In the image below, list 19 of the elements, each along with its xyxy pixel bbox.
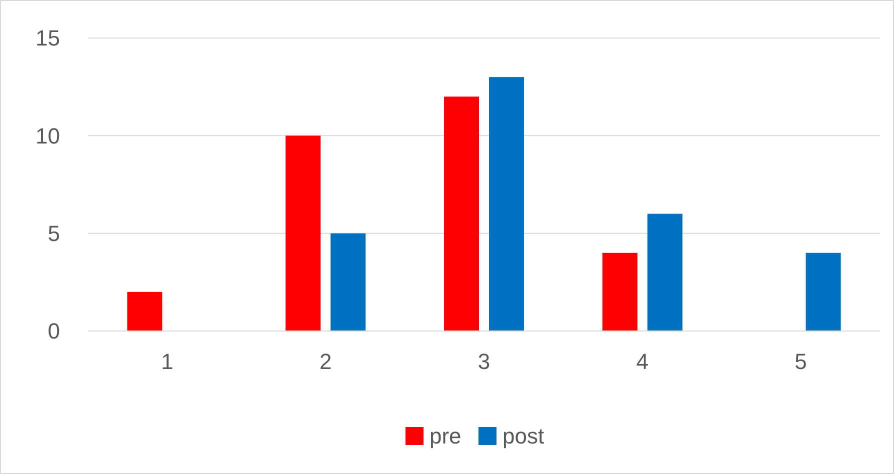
bar	[127, 292, 162, 331]
bar	[444, 96, 479, 331]
x-tick-label: 1	[161, 349, 174, 374]
bar	[330, 233, 366, 331]
x-tick-label: 4	[636, 349, 649, 374]
x-tick-label: 2	[319, 349, 332, 374]
bar	[647, 214, 682, 331]
y-tick-label: 10	[36, 123, 60, 148]
x-tick-label: 3	[478, 349, 490, 374]
bar	[286, 136, 321, 331]
bar	[806, 252, 841, 331]
y-tick-label: 5	[48, 221, 60, 246]
x-tick-label: 5	[794, 349, 807, 374]
y-tick-label: 15	[36, 26, 60, 51]
legend-label: pre	[430, 424, 462, 449]
bar	[602, 252, 638, 331]
legend-label: post	[502, 424, 544, 449]
y-tick-label: 0	[48, 318, 60, 344]
bar	[489, 77, 524, 331]
